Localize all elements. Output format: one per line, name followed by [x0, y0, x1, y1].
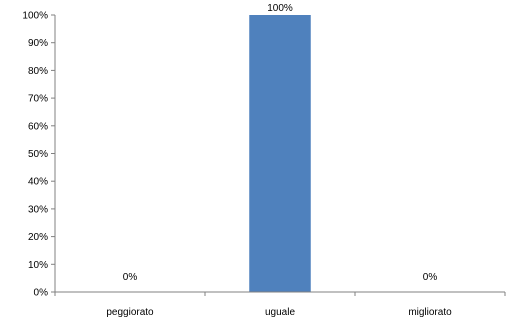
y-tick-label: 80% — [28, 66, 48, 77]
y-tick-label: 100% — [22, 11, 48, 22]
y-tick-label: 30% — [28, 204, 48, 215]
y-tick-label: 70% — [28, 94, 48, 105]
y-tick-label: 0% — [34, 288, 49, 299]
data-label-uguale: 100% — [267, 3, 293, 14]
category-label-peggiorato: peggiorato — [106, 307, 154, 318]
y-tick-label: 60% — [28, 121, 48, 132]
category-label-migliorato: migliorato — [408, 307, 452, 318]
y-tick-label: 50% — [28, 149, 48, 160]
data-label-migliorato: 0% — [423, 272, 438, 283]
y-tick-label: 20% — [28, 232, 48, 243]
category-label-uguale: uguale — [265, 307, 295, 318]
bars: 0% 100% 0% — [123, 3, 438, 292]
y-tick-label: 40% — [28, 177, 48, 188]
y-tick-label: 10% — [28, 260, 48, 271]
y-tick-label: 90% — [28, 38, 48, 49]
y-axis: 0% 10% 20% 30% 40% 50% 60% 70% 80% 90% 100% — [22, 11, 55, 299]
axes: peggiorato uguale migliorato — [54, 15, 506, 318]
bar-uguale — [249, 15, 311, 292]
data-label-peggiorato: 0% — [123, 272, 138, 283]
